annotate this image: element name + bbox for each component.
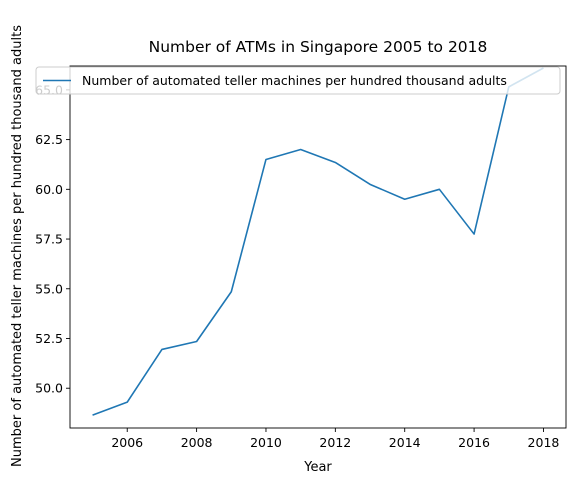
series-line [93, 68, 544, 415]
x-tick-label: 2008 [181, 435, 213, 450]
y-tick-label: 57.5 [35, 232, 63, 247]
plot-area [70, 66, 566, 428]
x-tick-label: 2018 [528, 435, 560, 450]
x-tick-label: 2012 [319, 435, 351, 450]
y-axis: 50.052.555.057.560.062.565.0 [35, 82, 70, 395]
x-tick-label: 2010 [250, 435, 282, 450]
y-tick-label: 50.0 [35, 381, 63, 396]
y-tick-label: 62.5 [35, 132, 63, 147]
y-axis-title: Number of automated teller machines per … [10, 25, 25, 467]
x-axis: 2006 2008 2010 2012 2014 2016 2018 [111, 428, 559, 450]
x-axis-title: Year [303, 460, 332, 475]
y-tick-label: 55.0 [35, 281, 63, 296]
x-tick-label: 2014 [389, 435, 421, 450]
y-tick-label: 52.5 [35, 331, 63, 346]
legend: Number of automated teller machines per … [36, 67, 560, 94]
y-tick-label: 60.0 [35, 182, 63, 197]
x-tick-label: 2006 [111, 435, 143, 450]
legend-label: Number of automated teller machines per … [82, 73, 507, 88]
chart-title: Number of ATMs in Singapore 2005 to 2018 [149, 38, 488, 56]
x-tick-label: 2016 [458, 435, 490, 450]
plot-frame [70, 66, 566, 428]
